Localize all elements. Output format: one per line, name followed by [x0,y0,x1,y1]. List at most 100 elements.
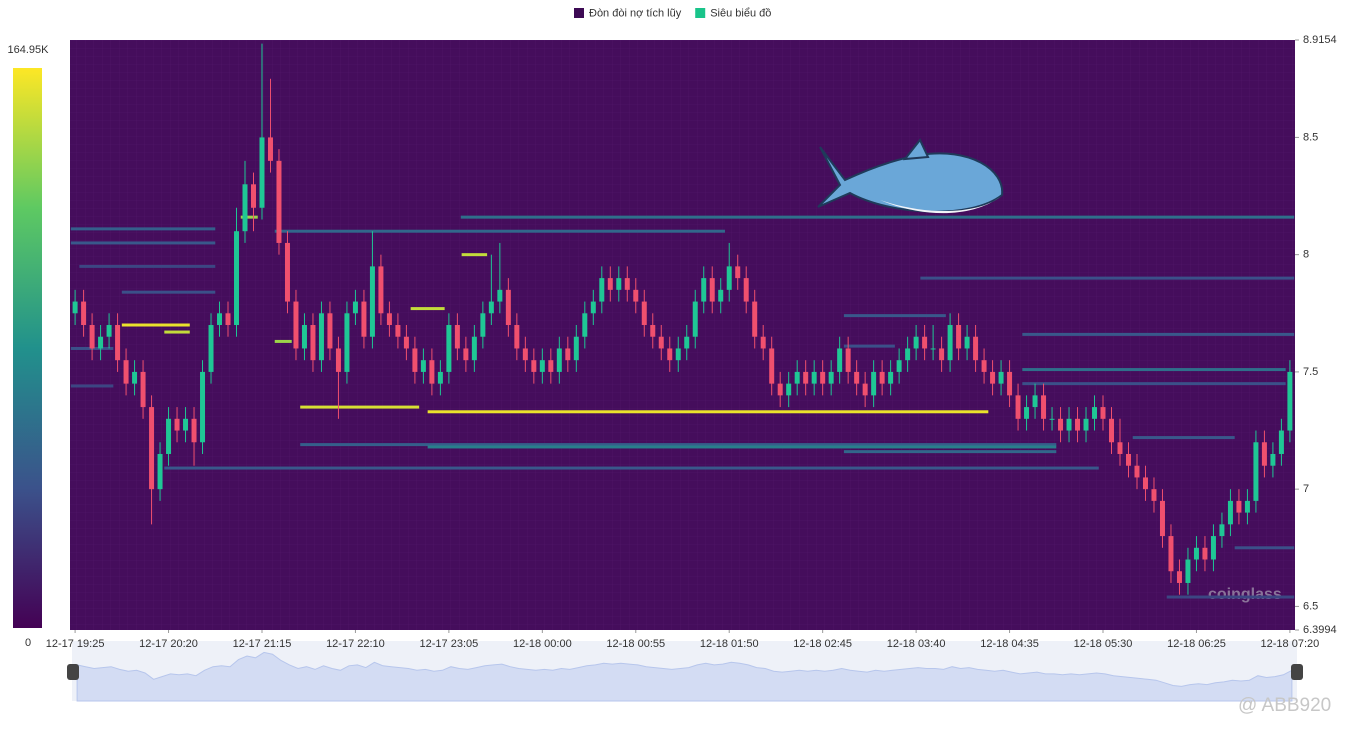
candle-body [1083,418,1089,431]
candle-body [488,301,494,314]
candle-body [1236,500,1242,513]
candle-body [837,348,843,372]
candle-body [1125,453,1131,466]
legend-swatch [574,8,584,18]
candle-body [318,313,324,361]
y-tick-label: 7.5 [1303,366,1318,378]
candle-body [556,348,562,372]
candle-body [633,289,639,302]
candle-body [675,348,681,361]
candle-body [81,301,87,326]
candle-body [174,418,180,431]
candle-body [327,313,333,349]
candle-body [1109,418,1115,443]
legend-label: Đòn đòi nợ tích lũy [589,7,682,19]
candle-body [420,360,426,372]
navigator-handle-right[interactable] [1291,664,1303,680]
candle-body [132,371,138,384]
navigator [72,641,1297,702]
liquidation-level [843,450,1057,454]
candle-body [1219,524,1225,537]
candle-body [922,336,928,349]
candle-body [1041,395,1047,419]
candle-body [913,336,919,349]
candle-body [505,289,511,326]
candle-body [1117,442,1123,454]
candle-body [395,325,401,337]
candle-body [471,336,477,361]
candle-body [1142,477,1148,490]
liquidation-level [410,307,445,311]
candle-body [769,348,775,384]
watermark: coinglass [1208,586,1282,603]
liquidation-level [461,253,488,257]
candle-body [157,453,163,490]
candle-body [89,325,95,349]
y-tick-label: 8.5 [1303,131,1318,143]
candle-body [641,301,647,326]
candle-body [463,348,469,361]
x-tick-label: 12-18 05:30 [1074,638,1133,650]
candle-body [573,336,579,361]
liquidation-level [1022,382,1286,386]
x-tick-label: 12-18 03:40 [887,638,946,650]
candle-body [191,418,197,443]
liquidation-level [121,323,190,327]
candle-body [1049,418,1055,420]
liquidation-level [240,215,258,219]
candle-body [208,325,214,372]
candle-body [828,371,834,384]
candle-body [1185,559,1191,583]
candle-body [200,371,206,443]
candle-body [123,360,129,384]
color-scale [13,68,42,628]
candle-body [1202,547,1208,560]
candle-body [454,325,460,349]
color-scale-label: 164.95K [8,44,50,56]
candle-body [599,278,605,302]
candle-body [743,278,749,302]
candle-body [947,325,953,361]
candle-body [692,301,698,337]
candle-body [72,301,78,314]
candle-body [310,325,316,361]
x-tick-label: 12-18 02:45 [793,638,852,650]
candle-body [1075,418,1081,431]
candle-body [1058,418,1064,431]
candle-body [1253,442,1259,501]
liquidation-level [274,339,292,343]
candle-body [794,371,800,384]
candle-body [1210,536,1216,560]
candle-body [480,313,486,337]
candle-body [1032,395,1038,408]
liquidation-level [70,384,114,388]
candle-body [242,184,248,232]
liquidation-level [300,405,420,409]
candle-body [250,184,256,208]
x-tick-label: 12-18 00:55 [606,638,665,650]
legend-swatch [695,8,706,18]
candle-body [1134,465,1140,478]
candle-body [217,313,223,326]
candle-body [658,336,664,349]
candle-body [1270,453,1276,466]
candle-body [1227,500,1233,525]
candle-body [998,371,1004,384]
navigator-handle-left[interactable] [67,664,79,680]
candle-body [964,336,970,349]
candle-body [293,301,299,349]
candle-body [301,325,307,349]
x-tick-label: 12-18 07:20 [1261,638,1320,650]
liquidation-level [843,314,946,318]
x-tick-label: 12-17 22:10 [326,638,385,650]
liquidation-level [1234,546,1295,550]
candle-body [1278,430,1284,454]
candle-body [531,360,537,372]
candle-body [1066,418,1072,431]
candle-body [140,371,146,408]
candle-body [896,360,902,372]
candle-body [871,371,877,396]
candle-body [1193,547,1199,560]
candle-body [973,336,979,361]
